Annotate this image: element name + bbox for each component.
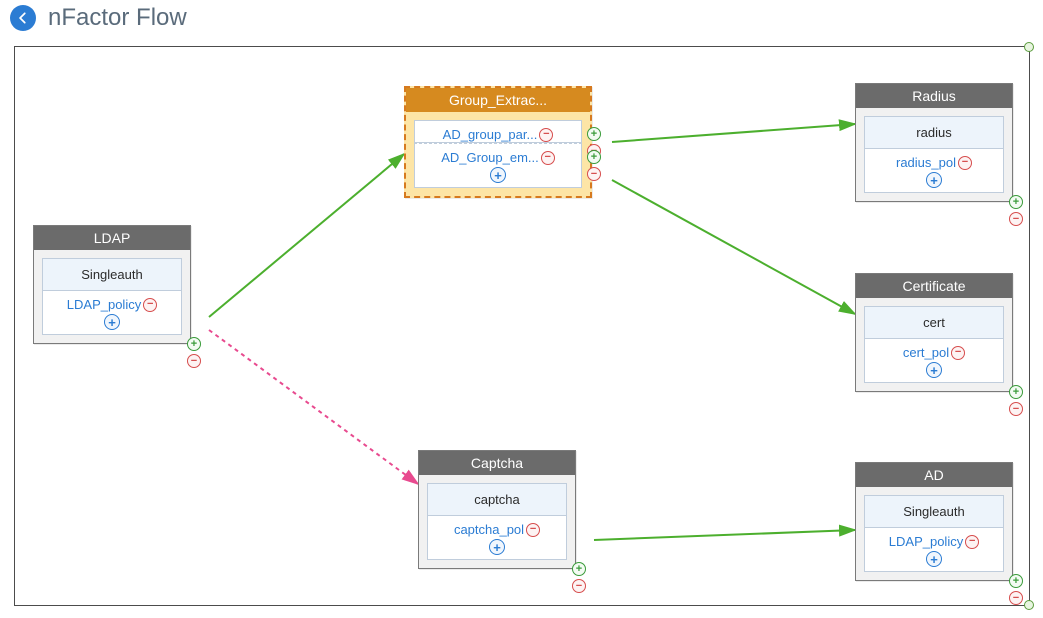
policy-label: LDAP_policy −: [889, 534, 979, 549]
flow-node-group_extract[interactable]: Group_Extrac... AD_group_par... − + − AD…: [404, 86, 592, 198]
add-policy-row: +: [49, 312, 175, 334]
flow-node-ldap[interactable]: LDAP Singleauth LDAP_policy − + − +: [33, 225, 191, 344]
policy-row[interactable]: LDAP_policy − + − +: [42, 291, 182, 335]
node-body: cert cert_pol − + − +: [856, 298, 1012, 391]
branch-add-icon[interactable]: +: [587, 127, 601, 141]
node-title: Captcha: [419, 451, 575, 475]
node-title: AD: [856, 463, 1012, 487]
add-policy-icon[interactable]: +: [926, 362, 942, 378]
policy-label: LDAP_policy −: [67, 297, 157, 312]
remove-policy-icon[interactable]: −: [965, 535, 979, 549]
policy-text: LDAP_policy: [889, 534, 963, 549]
policy-label: AD_Group_em... −: [441, 150, 555, 165]
node-body: Singleauth LDAP_policy − + − +: [856, 487, 1012, 580]
node-title: LDAP: [34, 226, 190, 250]
schema-box[interactable]: Singleauth: [864, 495, 1004, 528]
schema-box[interactable]: Singleauth: [42, 258, 182, 291]
branch-add-icon[interactable]: +: [572, 562, 586, 576]
policy-label: radius_pol −: [896, 155, 972, 170]
page-header: nFactor Flow: [0, 0, 1043, 38]
policy-row[interactable]: AD_group_par... − + −: [414, 120, 582, 143]
policy-text: captcha_pol: [454, 522, 524, 537]
policy-label: cert_pol −: [903, 345, 965, 360]
add-policy-row: +: [871, 549, 997, 571]
branch-add-icon[interactable]: +: [1009, 195, 1023, 209]
policy-text: AD_group_par...: [443, 127, 538, 142]
remove-policy-icon[interactable]: −: [958, 156, 972, 170]
add-policy-icon[interactable]: +: [104, 314, 120, 330]
branch-remove-icon[interactable]: −: [572, 579, 586, 593]
schema-box[interactable]: cert: [864, 306, 1004, 339]
policy-text: LDAP_policy: [67, 297, 141, 312]
schema-box[interactable]: captcha: [427, 483, 567, 516]
flow-node-radius[interactable]: Radius radius radius_pol − + − +: [855, 83, 1013, 202]
add-policy-row: +: [871, 360, 997, 382]
node-title: Radius: [856, 84, 1012, 108]
branch-remove-icon[interactable]: −: [1009, 591, 1023, 605]
node-body: AD_group_par... − + − AD_Group_em... − +…: [406, 112, 590, 196]
branch-add-icon[interactable]: +: [1009, 385, 1023, 399]
add-policy-icon[interactable]: +: [489, 539, 505, 555]
remove-policy-icon[interactable]: −: [541, 151, 555, 165]
remove-policy-icon[interactable]: −: [526, 523, 540, 537]
flow-node-ad[interactable]: AD Singleauth LDAP_policy − + − +: [855, 462, 1013, 581]
branch-remove-icon[interactable]: −: [1009, 212, 1023, 226]
add-policy-row: +: [434, 537, 560, 559]
branch-add-icon[interactable]: +: [1009, 574, 1023, 588]
policy-label: captcha_pol −: [454, 522, 540, 537]
branch-remove-icon[interactable]: −: [587, 167, 601, 181]
add-policy-icon[interactable]: +: [926, 551, 942, 567]
remove-policy-icon[interactable]: −: [143, 298, 157, 312]
policy-row[interactable]: captcha_pol − + − +: [427, 516, 567, 560]
policy-text: AD_Group_em...: [441, 150, 539, 165]
policy-text: radius_pol: [896, 155, 956, 170]
remove-policy-icon[interactable]: −: [951, 346, 965, 360]
policy-row[interactable]: radius_pol − + − +: [864, 149, 1004, 193]
policy-text: cert_pol: [903, 345, 949, 360]
page-title: nFactor Flow: [48, 4, 187, 32]
flow-node-captcha[interactable]: Captcha captcha captcha_pol − + − +: [418, 450, 576, 569]
node-title: Group_Extrac...: [406, 88, 590, 112]
schema-box[interactable]: radius: [864, 116, 1004, 149]
add-policy-icon[interactable]: +: [926, 172, 942, 188]
policy-label: AD_group_par... −: [443, 127, 554, 142]
policy-row[interactable]: AD_Group_em... − + − +: [414, 143, 582, 188]
flow-node-certificate[interactable]: Certificate cert cert_pol − + − +: [855, 273, 1013, 392]
remove-policy-icon[interactable]: −: [539, 128, 553, 142]
branch-remove-icon[interactable]: −: [1009, 402, 1023, 416]
add-policy-row: +: [421, 165, 575, 187]
branch-remove-icon[interactable]: −: [187, 354, 201, 368]
back-button[interactable]: [10, 5, 36, 31]
policy-row[interactable]: cert_pol − + − +: [864, 339, 1004, 383]
node-body: Singleauth LDAP_policy − + − +: [34, 250, 190, 343]
add-policy-icon[interactable]: +: [490, 167, 506, 183]
canvas-anchor-dot[interactable]: [1024, 600, 1034, 610]
canvas-anchor-dot[interactable]: [1024, 42, 1034, 52]
policy-row[interactable]: LDAP_policy − + − +: [864, 528, 1004, 572]
node-title: Certificate: [856, 274, 1012, 298]
add-policy-row: +: [871, 170, 997, 192]
branch-add-icon[interactable]: +: [587, 150, 601, 164]
branch-add-icon[interactable]: +: [187, 337, 201, 351]
node-body: captcha captcha_pol − + − +: [419, 475, 575, 568]
node-body: radius radius_pol − + − +: [856, 108, 1012, 201]
arrow-left-icon: [16, 11, 30, 25]
